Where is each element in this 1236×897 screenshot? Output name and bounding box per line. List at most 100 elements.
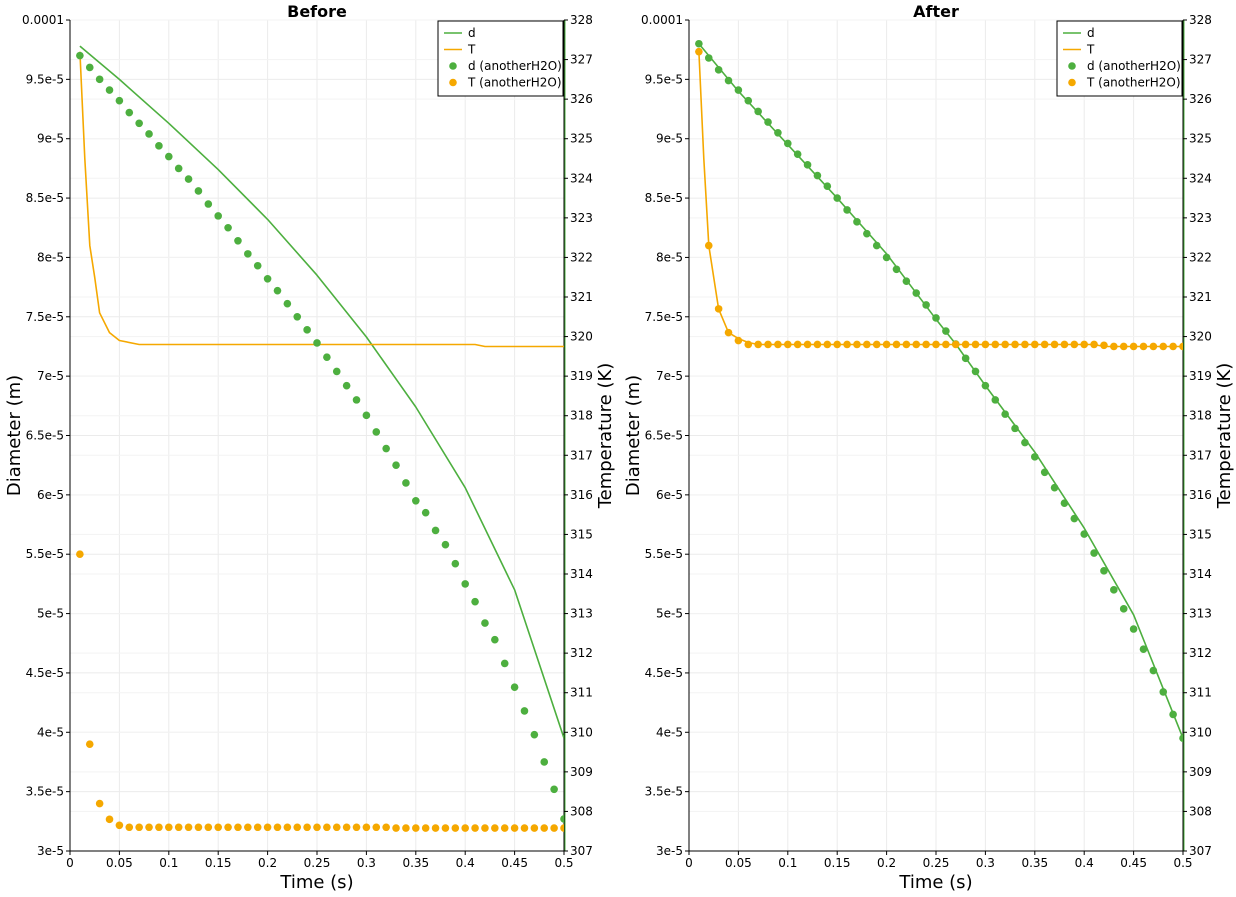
data-point xyxy=(1060,499,1069,507)
x-tick-label: 0.45 xyxy=(1120,856,1147,870)
data-point xyxy=(803,340,812,349)
data-point xyxy=(174,823,183,832)
data-point xyxy=(853,218,861,226)
data-point xyxy=(352,396,361,404)
data-point xyxy=(813,340,822,349)
data-point xyxy=(382,444,390,453)
grid xyxy=(69,19,565,852)
data-point xyxy=(912,289,921,297)
data-point xyxy=(125,108,134,117)
y2-tick-label: 322 xyxy=(1189,250,1212,264)
y2-tick-label: 327 xyxy=(1189,53,1212,67)
data-point xyxy=(1011,424,1019,433)
x-tick-label: 0.1 xyxy=(778,856,797,870)
legend: dTd (anotherH2O) T (anotherH2O) xyxy=(437,20,564,97)
data-point xyxy=(204,200,213,208)
data-point xyxy=(764,118,772,126)
y2-tick-label: 311 xyxy=(1189,686,1212,700)
data-point xyxy=(872,340,881,349)
data-point xyxy=(362,411,371,420)
data-point xyxy=(853,340,861,349)
data-point xyxy=(1110,342,1118,351)
data-point xyxy=(744,96,753,105)
data-point xyxy=(273,823,282,832)
data-point xyxy=(991,396,1000,404)
series-d xyxy=(698,43,1183,739)
data-point xyxy=(892,340,901,349)
x-tick-label: 0.2 xyxy=(877,856,896,870)
y2-tick-label: 328 xyxy=(1189,13,1212,27)
data-point xyxy=(530,824,539,832)
y2-tick-label: 310 xyxy=(570,725,593,739)
data-point xyxy=(283,299,292,308)
x-tick-label: 0.3 xyxy=(976,856,995,870)
y2-tick-label: 308 xyxy=(570,804,593,818)
data-point xyxy=(932,340,940,349)
y-tick-label: 5.5e-5 xyxy=(645,547,683,561)
data-point xyxy=(244,250,252,258)
y2-tick-label: 312 xyxy=(570,646,593,660)
data-point xyxy=(85,740,94,748)
y2-tick-label: 315 xyxy=(570,527,593,541)
data-point xyxy=(704,241,713,250)
data-point xyxy=(95,799,104,808)
data-point xyxy=(115,821,124,830)
series-t-anotherh2o- xyxy=(695,47,1183,351)
data-point xyxy=(184,175,193,183)
x-tick-label: 0.05 xyxy=(106,856,133,870)
y2-tick-label: 318 xyxy=(570,409,593,423)
data-point xyxy=(145,130,153,138)
data-point xyxy=(402,824,410,832)
data-point xyxy=(412,824,420,832)
data-point xyxy=(961,354,970,363)
y2-tick-label: 328 xyxy=(570,13,593,27)
y2-tick-label: 327 xyxy=(570,53,593,67)
data-point xyxy=(1040,340,1049,349)
data-point xyxy=(922,340,930,349)
data-point xyxy=(734,86,743,94)
chart-title: Before xyxy=(287,2,347,21)
data-point xyxy=(902,340,911,349)
x-tick-label: 0 xyxy=(66,856,74,870)
data-point xyxy=(165,152,173,161)
data-point xyxy=(1031,340,1039,349)
y2-tick-label: 310 xyxy=(1189,725,1212,739)
data-point xyxy=(1149,342,1158,351)
data-point xyxy=(441,824,450,832)
data-point xyxy=(165,823,173,832)
data-point xyxy=(1139,645,1148,653)
y2-tick-label: 319 xyxy=(1189,369,1212,383)
y-tick-label: 6.5e-5 xyxy=(26,429,64,443)
series-t xyxy=(79,51,564,348)
data-point xyxy=(263,274,272,283)
data-point xyxy=(695,47,703,56)
y-tick-label: 8.5e-5 xyxy=(26,191,64,205)
data-point xyxy=(421,824,430,832)
y2-tick-label: 307 xyxy=(1189,844,1212,858)
chart-panel-before: 0 0.05 0.1 0.15 0.2 0.25 0.3 0.35 0.4 0.45 0.5 3e-5… xyxy=(4,2,616,893)
y2-tick-label: 309 xyxy=(570,765,593,779)
data-point xyxy=(833,340,841,349)
data-point xyxy=(1040,468,1049,477)
x-tick-label: 0.3 xyxy=(357,856,376,870)
data-point xyxy=(115,96,124,105)
legend: dTd (anotherH2O) T (anotherH2O) xyxy=(1056,20,1183,97)
y2-tick-label: 314 xyxy=(570,567,593,581)
series-d-anotherh2o- xyxy=(695,39,1183,743)
data-point xyxy=(932,314,940,322)
x-tick-label: 0.5 xyxy=(1173,856,1192,870)
x-tick-label: 0.4 xyxy=(456,856,475,870)
data-point xyxy=(421,508,430,517)
data-point xyxy=(540,758,549,766)
data-point xyxy=(1129,342,1138,351)
data-point xyxy=(234,237,242,245)
y2-tick-label: 317 xyxy=(570,448,593,462)
data-point xyxy=(510,824,519,832)
y2-tick-label: 324 xyxy=(1189,171,1212,185)
data-point xyxy=(105,86,114,94)
data-point xyxy=(1100,341,1108,350)
data-point xyxy=(392,461,400,469)
data-point xyxy=(135,119,143,128)
y-tick-label: 3e-5 xyxy=(656,844,683,858)
x-tick-label: 0.45 xyxy=(501,856,528,870)
